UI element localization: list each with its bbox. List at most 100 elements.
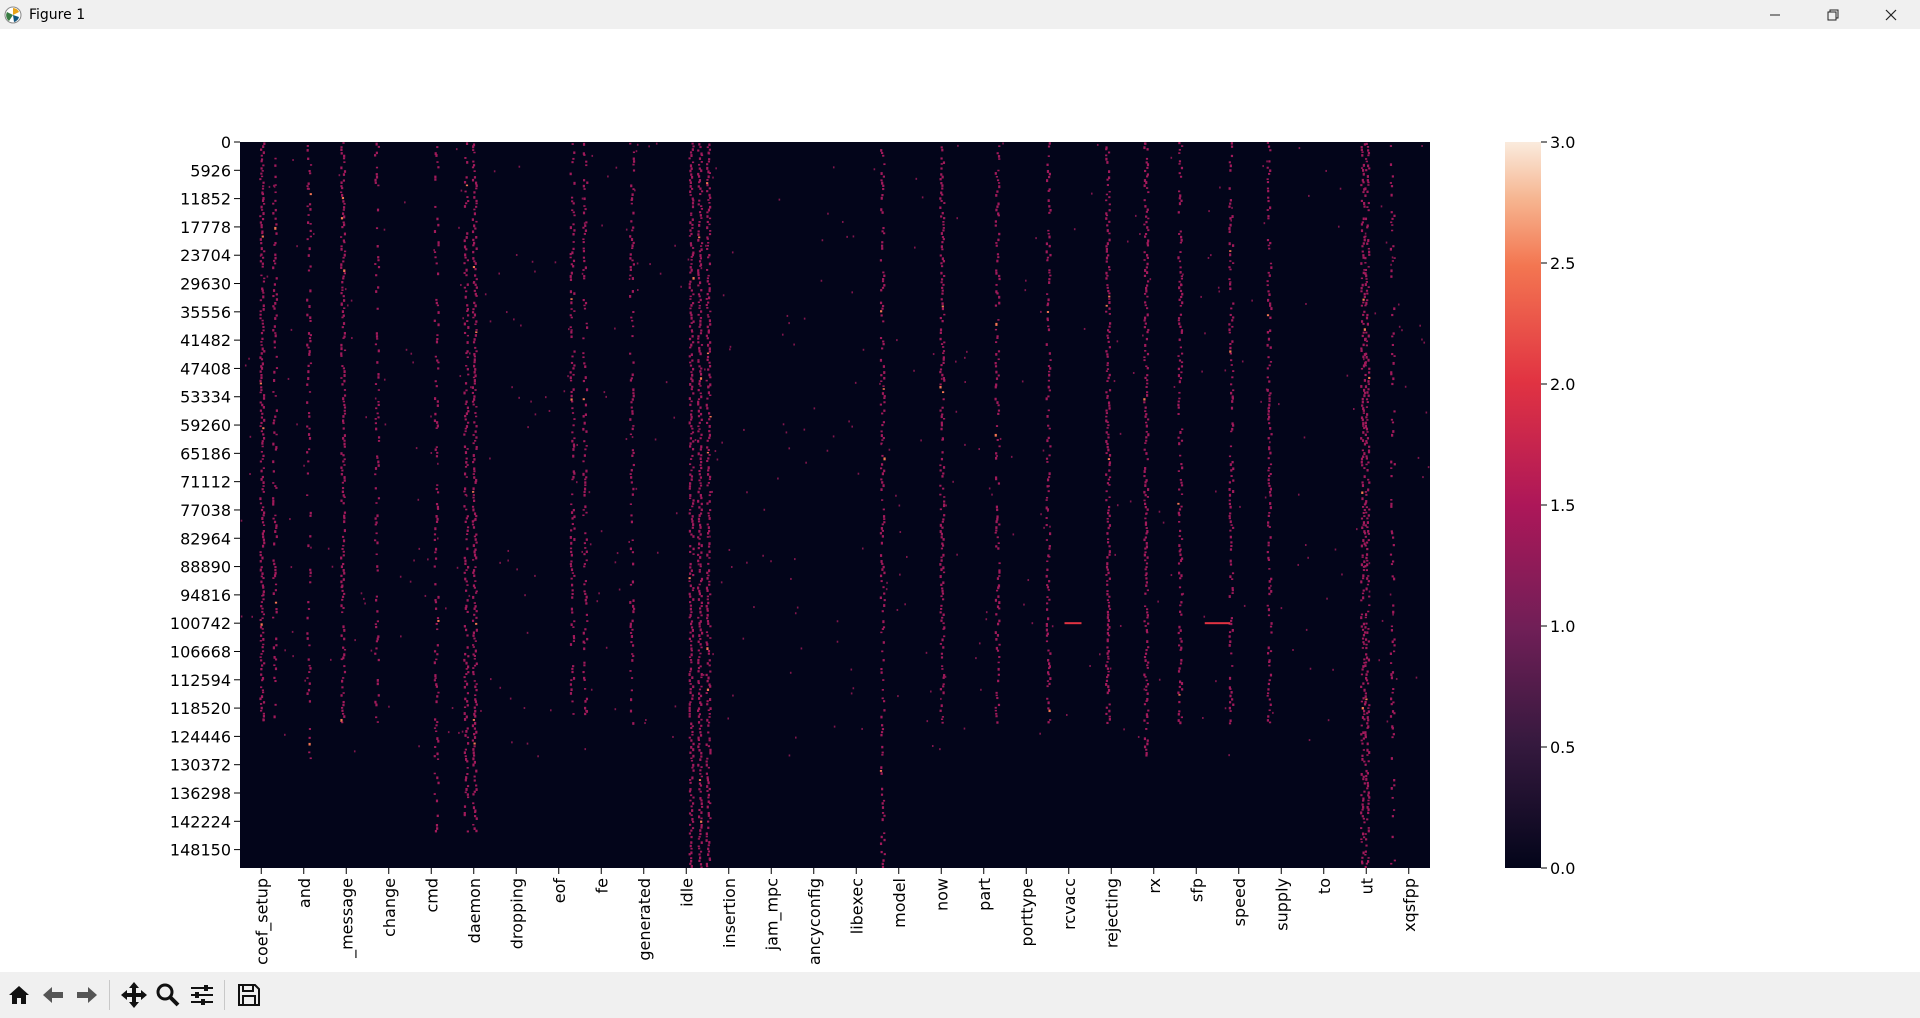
heatmap-cell (942, 646, 945, 649)
heatmap-cell (794, 736, 797, 739)
heatmap-cell (698, 223, 701, 227)
forward-button[interactable] (71, 979, 103, 1011)
heatmap-cell (697, 670, 700, 673)
heatmap-cell (1365, 569, 1368, 572)
heatmap-cell (1178, 152, 1181, 154)
heatmap-cell (1048, 278, 1051, 281)
heatmap-cell (343, 307, 346, 309)
configure-subplots-button[interactable] (186, 979, 218, 1011)
heatmap-cell (472, 754, 476, 757)
heatmap-cell (708, 373, 711, 377)
heatmap-cell (582, 256, 586, 259)
heatmap-cell (706, 805, 709, 809)
heatmap-cell (1266, 239, 1270, 242)
heatmap-cell (307, 377, 310, 380)
minimize-button[interactable] (1746, 0, 1804, 29)
heatmap-cell (584, 688, 587, 690)
heatmap-cell (1045, 625, 1048, 627)
heatmap-cell (262, 203, 266, 205)
heatmap-cell (1363, 530, 1366, 534)
home-button[interactable] (3, 979, 35, 1011)
pan-button[interactable] (118, 979, 150, 1011)
heatmap-cell (939, 368, 943, 371)
heatmap-cell (1146, 379, 1149, 382)
heatmap-cell (709, 817, 712, 820)
heatmap-cell (689, 659, 693, 661)
close-button[interactable] (1862, 0, 1920, 29)
heatmap-cell (572, 373, 575, 376)
restore-button[interactable] (1804, 0, 1862, 29)
heatmap-cell (376, 455, 379, 458)
heatmap-cell (262, 397, 266, 400)
heatmap-cell (1179, 559, 1183, 563)
heatmap-cell (472, 265, 476, 269)
heatmap-cell (715, 167, 717, 170)
heatmap-cell (410, 352, 413, 355)
heatmap-cell (1363, 269, 1366, 271)
heatmap-cell (707, 296, 711, 300)
heatmap-cell (261, 265, 264, 268)
back-button[interactable] (37, 979, 69, 1011)
heatmap-cell (1180, 484, 1184, 487)
heatmap-cell (586, 181, 589, 184)
heatmap-cell (436, 721, 439, 724)
heatmap-cell (1178, 397, 1181, 400)
heatmap-cell (630, 184, 633, 188)
heatmap-cell (475, 829, 478, 833)
heatmap-cell (1046, 302, 1050, 306)
save-button[interactable] (233, 979, 265, 1011)
heatmap-cell (1108, 709, 1111, 713)
heatmap-cell (956, 217, 959, 220)
heatmap-cell (273, 655, 276, 659)
heatmap-cell (464, 778, 467, 782)
heatmap-cell (1146, 367, 1149, 370)
heatmap-cell (1362, 425, 1365, 427)
heatmap-cell (1326, 597, 1328, 600)
heatmap-cell (573, 574, 576, 577)
heatmap-cell (1045, 506, 1048, 510)
heatmap-cell (1360, 262, 1363, 265)
heatmap-cell (632, 425, 635, 427)
heatmap-cell (813, 407, 816, 410)
zoom-button[interactable] (152, 979, 184, 1011)
heatmap-cell (475, 350, 478, 353)
heatmap-cell (688, 637, 692, 640)
heatmap-cell (1210, 254, 1212, 257)
heatmap-cell (880, 289, 883, 292)
heatmap-cell (475, 610, 478, 613)
x-tick-label: rcvacc (1060, 878, 1079, 930)
heatmap-cell (1364, 491, 1367, 493)
heatmap-cell (940, 167, 943, 170)
heatmap-cell (697, 172, 700, 176)
heatmap-cell (700, 418, 703, 421)
heatmap-cell (274, 395, 277, 397)
heatmap-cell (689, 584, 692, 588)
heatmap-cell (706, 589, 709, 593)
heatmap-cell (1389, 163, 1393, 166)
heatmap-cell (707, 814, 710, 817)
heatmap-cell (343, 464, 346, 466)
heatmap-cell (688, 337, 692, 341)
y-tick-label: 124446 (170, 727, 231, 746)
heatmap-cell (433, 727, 437, 729)
heatmap-cell (583, 647, 586, 651)
heatmap-cell (632, 394, 635, 398)
heatmap-cell (474, 605, 477, 608)
heatmap-cell (1362, 574, 1365, 578)
heatmap-cell (632, 388, 635, 392)
heatmap-cell (1228, 631, 1232, 634)
heatmap-cell (881, 152, 884, 155)
heatmap-cell (261, 556, 264, 560)
heatmap-cell (1045, 499, 1048, 501)
heatmap-cell (1144, 494, 1147, 497)
heatmap-cell (697, 745, 700, 749)
heatmap-cell (698, 688, 702, 691)
heatmap-cell (474, 274, 477, 277)
heatmap-cell (585, 595, 588, 599)
heatmap-cell (570, 196, 574, 199)
heatmap-cell (1367, 539, 1370, 542)
heatmap-column (569, 143, 576, 715)
heatmap-cell (883, 709, 886, 712)
heatmap-cell (343, 517, 346, 520)
heatmap-cell (1390, 475, 1393, 478)
